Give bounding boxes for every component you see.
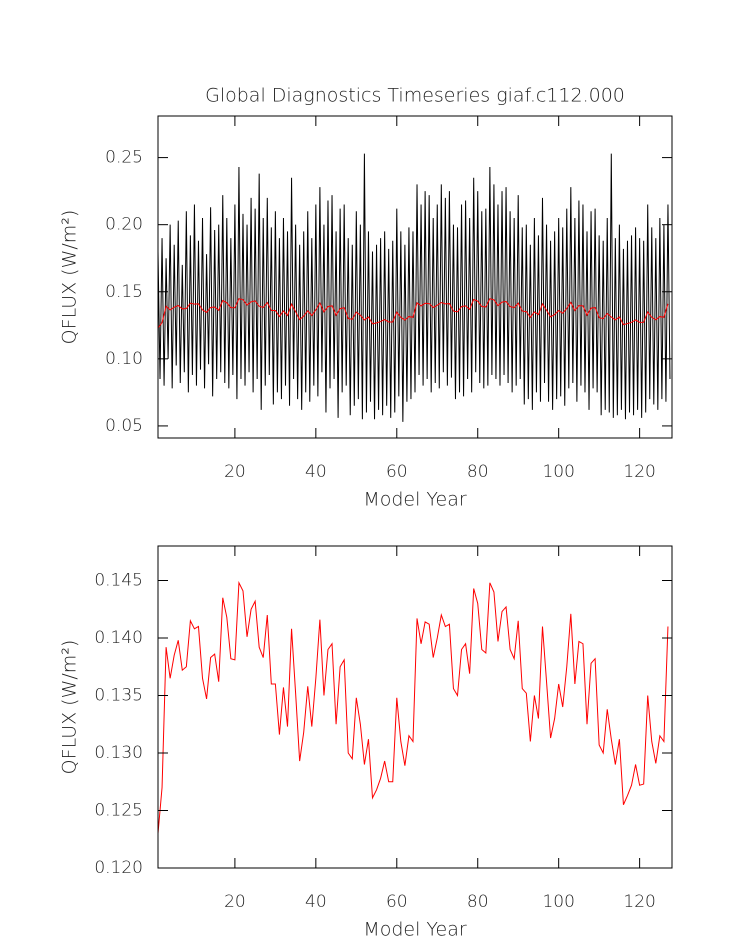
y-tick-label: 0.130 xyxy=(94,743,143,763)
x-tick-label: 80 xyxy=(467,462,489,482)
data-line xyxy=(158,153,671,422)
y-tick-label: 0.135 xyxy=(94,686,143,706)
plot-frame xyxy=(157,545,673,869)
y-tick-label: 0.15 xyxy=(105,282,143,302)
y-tick-label: 0.20 xyxy=(105,215,143,235)
y-tick-label: 0.10 xyxy=(105,349,143,369)
data-line xyxy=(158,580,669,834)
x-axis-label: Model Year xyxy=(363,489,467,511)
chart-title: Global Diagnostics Timeseries giaf.c112.… xyxy=(205,85,625,107)
x-tick-label: 120 xyxy=(623,462,655,482)
x-tick-label: 40 xyxy=(305,462,327,482)
y-axis-label: QFLUX (W/m²) xyxy=(59,210,81,345)
x-tick-label: 60 xyxy=(386,892,408,912)
x-tick-label: 60 xyxy=(386,462,408,482)
y-tick-label: 0.125 xyxy=(94,801,143,821)
x-tick-label: 100 xyxy=(542,462,574,482)
y-tick-label: 0.145 xyxy=(94,571,143,591)
x-tick-label: 20 xyxy=(224,892,246,912)
x-tick-label: 80 xyxy=(467,892,489,912)
x-tick-label: 40 xyxy=(305,892,327,912)
data-line xyxy=(158,298,669,329)
x-axis-label: Model Year xyxy=(363,919,467,941)
x-tick-label: 20 xyxy=(224,462,246,482)
plot-frame xyxy=(157,115,673,439)
x-tick-label: 100 xyxy=(542,892,574,912)
x-tick-label: 120 xyxy=(623,892,655,912)
y-tick-label: 0.120 xyxy=(94,858,143,878)
y-tick-label: 0.140 xyxy=(94,628,143,648)
y-tick-label: 0.05 xyxy=(105,416,143,436)
y-axis-label: QFLUX (W/m²) xyxy=(59,640,81,775)
y-tick-label: 0.25 xyxy=(105,148,143,168)
